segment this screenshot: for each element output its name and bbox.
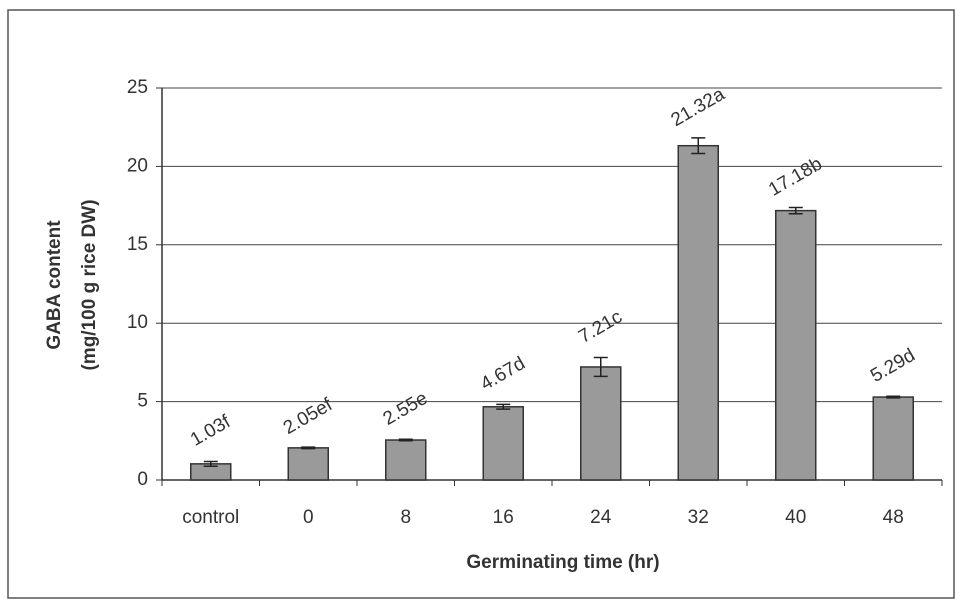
bar bbox=[287, 447, 329, 481]
y-tick-label: 5 bbox=[137, 391, 148, 412]
error-bar bbox=[398, 438, 413, 442]
value-label: 17.18b bbox=[765, 153, 826, 200]
error-bar bbox=[691, 137, 706, 155]
bar bbox=[872, 396, 914, 481]
x-tick-label: 8 bbox=[400, 507, 411, 528]
bar bbox=[677, 144, 719, 481]
value-label: 5.29d bbox=[867, 345, 919, 387]
y-axis-label: GABA content bbox=[44, 220, 65, 350]
chart-frame bbox=[7, 9, 955, 599]
value-label: 1.03f bbox=[187, 411, 235, 451]
error-bar bbox=[593, 356, 608, 378]
error-bar bbox=[203, 460, 218, 467]
y-axis-label: (mg/100 g rice DW) bbox=[79, 199, 100, 370]
x-tick-label: 40 bbox=[785, 507, 806, 528]
y-tick-label: 20 bbox=[127, 155, 148, 176]
x-tick-label: 16 bbox=[493, 507, 514, 528]
y-tick-label: 10 bbox=[127, 312, 148, 333]
x-tick-label: 24 bbox=[590, 507, 612, 528]
error-bar bbox=[788, 206, 803, 215]
value-label: 7.21c bbox=[575, 306, 626, 347]
x-tick-label: control bbox=[182, 507, 239, 528]
error-bar bbox=[301, 446, 316, 450]
y-tick-label: 15 bbox=[127, 234, 148, 255]
error-bar bbox=[496, 403, 511, 410]
x-axis-label: Germinating time (hr) bbox=[466, 552, 659, 573]
value-label: 2.55e bbox=[380, 388, 432, 430]
y-tick-label: 25 bbox=[127, 77, 148, 98]
value-label: 4.67d bbox=[477, 353, 529, 395]
error-bar bbox=[886, 395, 901, 399]
value-label: 21.32a bbox=[668, 84, 729, 131]
bar bbox=[580, 366, 622, 481]
value-label: 2.05ef bbox=[280, 394, 337, 439]
bar bbox=[482, 406, 524, 481]
x-tick-label: 32 bbox=[688, 507, 709, 528]
bar bbox=[385, 439, 427, 481]
y-tick-label: 0 bbox=[137, 469, 148, 490]
bar bbox=[775, 209, 817, 481]
x-tick-label: 48 bbox=[883, 507, 904, 528]
x-tick-label: 0 bbox=[303, 507, 314, 528]
